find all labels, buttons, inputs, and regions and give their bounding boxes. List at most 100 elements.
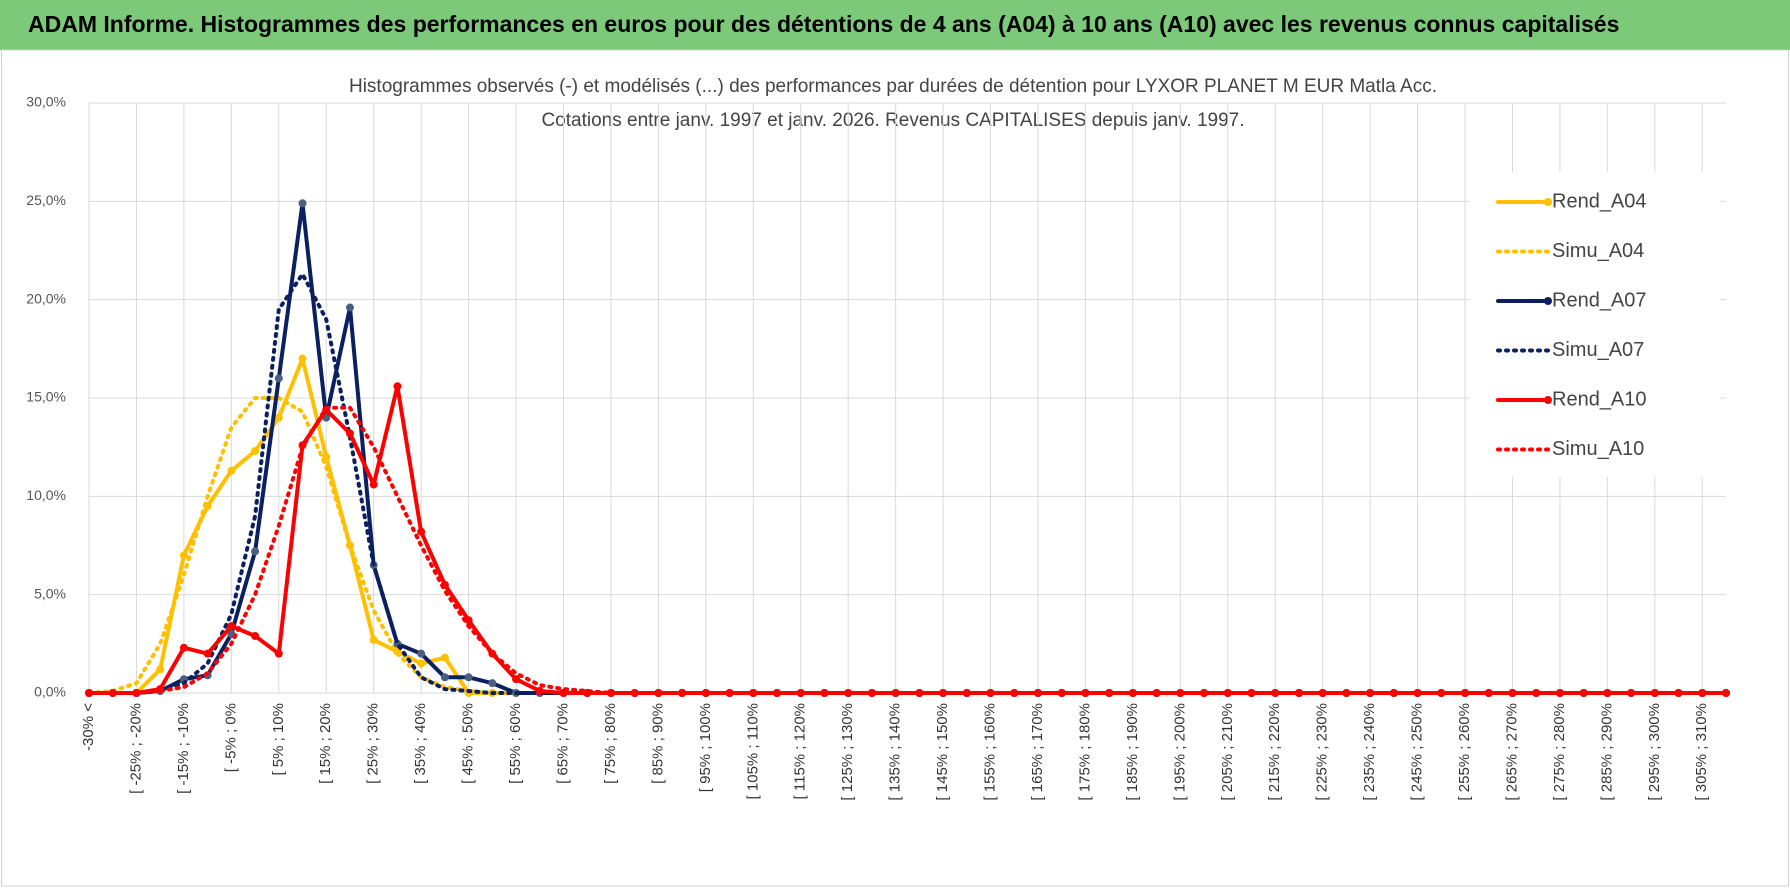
x-tick-label: [ 125% ; 130% bbox=[839, 703, 856, 801]
data-point bbox=[369, 480, 378, 489]
x-tick-label: [ 255% ; 260% bbox=[1456, 703, 1473, 801]
data-point bbox=[251, 447, 260, 456]
y-tick-label: 15,0% bbox=[26, 389, 66, 405]
data-point bbox=[749, 689, 758, 697]
x-tick-label: -30% < bbox=[80, 703, 97, 751]
x-tick-label: [ 195% ; 200% bbox=[1171, 703, 1188, 801]
x-tick-label: [ 85% ; 90% bbox=[649, 703, 666, 784]
legend-label: Simu_A04 bbox=[1552, 240, 1644, 262]
data-point bbox=[1318, 689, 1327, 697]
x-tick-label: [ 215% ; 220% bbox=[1266, 703, 1283, 801]
x-tick-label: [ -5% ; 0% bbox=[222, 703, 239, 772]
data-point bbox=[369, 635, 378, 644]
y-tick-label: 0,0% bbox=[34, 684, 66, 700]
data-point bbox=[179, 643, 188, 652]
legend-label: Rend_A07 bbox=[1552, 289, 1647, 311]
data-point bbox=[274, 649, 283, 658]
data-point bbox=[179, 551, 188, 560]
legend-label: Rend_A10 bbox=[1552, 388, 1647, 410]
data-point bbox=[1413, 689, 1422, 697]
data-point bbox=[488, 679, 497, 688]
x-tick-label: [ 145% ; 150% bbox=[934, 703, 951, 801]
data-point bbox=[393, 382, 402, 391]
data-point bbox=[1342, 689, 1351, 697]
x-tick-label: [ 115% ; 120% bbox=[792, 703, 809, 799]
data-point bbox=[274, 374, 283, 383]
data-point bbox=[274, 413, 283, 422]
x-tick-label: [ 5% ; 10% bbox=[270, 703, 287, 776]
legend-marker bbox=[1544, 396, 1552, 404]
data-point bbox=[251, 631, 260, 640]
legend-marker bbox=[1544, 198, 1552, 206]
x-tick-label: [ 65% ; 70% bbox=[554, 703, 571, 784]
data-point bbox=[345, 303, 354, 312]
legend-label: Rend_A04 bbox=[1552, 190, 1647, 212]
x-tick-label: [ 45% ; 50% bbox=[460, 703, 477, 784]
x-tick-label: [ 265% ; 270% bbox=[1503, 703, 1520, 801]
data-point bbox=[298, 354, 307, 363]
data-point bbox=[606, 689, 615, 697]
data-point bbox=[227, 466, 236, 475]
chart-subtitle: Cotations entre janv. 1997 et janv. 2026… bbox=[541, 110, 1244, 131]
data-point bbox=[440, 673, 449, 682]
legend-box bbox=[1470, 172, 1720, 477]
y-tick-label: 10,0% bbox=[26, 487, 66, 503]
x-tick-label: [ 15% ; 20% bbox=[317, 703, 334, 784]
data-point bbox=[654, 689, 663, 697]
y-tick-label: 5,0% bbox=[34, 585, 66, 601]
data-point bbox=[156, 665, 165, 674]
y-tick-label: 20,0% bbox=[26, 290, 66, 306]
x-tick-label: [ 205% ; 210% bbox=[1219, 703, 1236, 801]
header-bar bbox=[0, 0, 1790, 50]
x-tick-label: [ 95% ; 100% bbox=[697, 703, 714, 792]
data-point bbox=[1437, 689, 1446, 697]
x-tick-label: [ 275% ; 280% bbox=[1551, 703, 1568, 801]
x-tick-label: [ 75% ; 80% bbox=[602, 703, 619, 784]
x-tick-label: [ 155% ; 160% bbox=[982, 703, 999, 801]
data-point bbox=[298, 199, 307, 208]
x-tick-label: [ 185% ; 190% bbox=[1124, 703, 1141, 801]
data-point bbox=[345, 429, 354, 438]
data-point bbox=[512, 675, 521, 684]
chart-title: Histogrammes observés (-) et modélisés (… bbox=[349, 76, 1437, 97]
x-tick-label: [ 165% ; 170% bbox=[1029, 703, 1046, 801]
legend-label: Simu_A10 bbox=[1552, 438, 1644, 460]
y-tick-label: 30,0% bbox=[26, 94, 66, 110]
x-tick-label: [ 25% ; 30% bbox=[365, 703, 382, 784]
data-point bbox=[417, 649, 426, 658]
series-line bbox=[87, 405, 1728, 695]
data-point bbox=[227, 622, 236, 631]
data-point bbox=[464, 673, 473, 682]
x-tick-label: [ -25% ; -20% bbox=[127, 703, 144, 794]
data-point bbox=[440, 653, 449, 662]
x-tick-label: [ 35% ; 40% bbox=[412, 703, 429, 784]
data-point bbox=[630, 689, 639, 697]
data-point bbox=[701, 689, 710, 697]
x-tick-label: [ 175% ; 180% bbox=[1076, 703, 1093, 801]
legend-label: Simu_A07 bbox=[1552, 339, 1644, 361]
legend-marker bbox=[1544, 297, 1552, 305]
data-point bbox=[773, 689, 782, 697]
data-point bbox=[417, 527, 426, 536]
x-tick-label: [ -15% ; -10% bbox=[175, 703, 192, 794]
data-point bbox=[251, 547, 260, 556]
x-tick-label: [ 55% ; 60% bbox=[507, 703, 524, 784]
x-tick-label: [ 225% ; 230% bbox=[1314, 703, 1331, 801]
x-tick-label: [ 295% ; 300% bbox=[1646, 703, 1663, 801]
data-point bbox=[203, 649, 212, 658]
data-point bbox=[725, 689, 734, 697]
header-title: ADAM Informe. Histogrammes des performan… bbox=[28, 11, 1619, 37]
y-tick-label: 25,0% bbox=[26, 192, 66, 208]
data-point bbox=[535, 687, 544, 696]
x-tick-label: [ 105% ; 110% bbox=[744, 703, 761, 799]
data-point bbox=[1389, 689, 1398, 697]
x-tick-label: [ 245% ; 250% bbox=[1409, 703, 1426, 801]
data-point bbox=[1461, 689, 1470, 697]
data-point bbox=[464, 616, 473, 625]
x-tick-label: [ 235% ; 240% bbox=[1361, 703, 1378, 801]
data-point bbox=[1366, 689, 1375, 697]
data-point bbox=[417, 659, 426, 668]
x-tick-label: [ 285% ; 290% bbox=[1598, 703, 1615, 801]
